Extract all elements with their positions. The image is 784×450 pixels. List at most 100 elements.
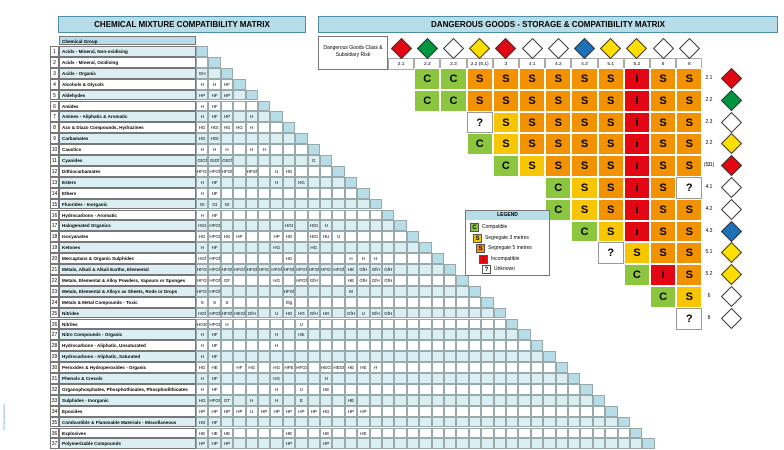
matrix-cell: [506, 394, 519, 406]
dg-cell: S: [519, 155, 546, 177]
dg-cell: S: [571, 89, 598, 112]
matrix-cell: H: [270, 329, 283, 341]
matrix-cell: GfH: [369, 264, 382, 275]
group-label: Hydrocarbons - Aliphatic, Unsaturated: [59, 340, 196, 352]
matrix-cell: [506, 318, 519, 330]
matrix-cell: [233, 296, 246, 308]
matrix-cell: [543, 362, 556, 373]
matrix-cell: [282, 122, 296, 134]
matrix-cell: [307, 285, 320, 297]
matrix-cell: [233, 209, 246, 221]
matrix-cell: [295, 351, 308, 363]
matrix-cell: [344, 383, 358, 395]
matrix-cell: [493, 351, 506, 363]
matrix-cell: [282, 187, 296, 199]
matrix-cell: [270, 253, 283, 264]
matrix-cell: [282, 383, 296, 395]
matrix-cell: [245, 329, 258, 341]
matrix-cell: [357, 198, 370, 210]
matrix-cell: HE: [220, 427, 234, 439]
matrix-cell: [406, 296, 420, 308]
matrix-cell: [233, 253, 246, 264]
matrix-cell: [394, 285, 407, 297]
matrix-cell: HFGf: [208, 274, 221, 286]
matrix-cell: [295, 253, 308, 264]
dg-cell: S: [545, 89, 572, 112]
matrix-cell: [543, 394, 556, 406]
matrix-cell: [332, 176, 345, 188]
dg-cell: C: [414, 68, 441, 90]
matrix-cell: [431, 296, 444, 308]
matrix-cell: [270, 187, 283, 199]
dg-cell: i: [623, 177, 650, 199]
matrix-cell: [444, 318, 457, 330]
matrix-cell: [332, 340, 345, 352]
matrix-cell: [518, 394, 531, 406]
group-label: Metals, Alkali & Alkali Earths, Elementa…: [59, 264, 196, 275]
dg-cell: S: [571, 68, 598, 90]
matrix-cell: [332, 427, 345, 439]
matrix-cell: HEGf: [233, 307, 246, 319]
matrix-cell: [245, 383, 258, 395]
matrix-cell: [220, 416, 234, 428]
matrix-cell: [444, 405, 457, 417]
dg-cell: S: [676, 198, 703, 221]
matrix-cell: [419, 264, 432, 275]
group-label: Aldehydes: [59, 89, 196, 101]
matrix-cell: H: [196, 100, 209, 112]
matrix-cell: [258, 318, 271, 330]
group-label: Fluorides - Inorganic: [59, 198, 196, 210]
matrix-cell: HE: [320, 383, 333, 395]
matrix-cell: [468, 351, 482, 363]
matrix-cell: HG: [320, 307, 333, 319]
matrix-cell: [493, 394, 506, 406]
matrix-cell: [419, 351, 432, 363]
dg-cell: S: [650, 220, 677, 243]
matrix-cell: [208, 56, 221, 68]
matrix-cell: [394, 416, 407, 428]
matrix-cell: [233, 329, 246, 341]
matrix-cell: [481, 438, 494, 450]
dg-class-header: Dangerous Goods Class & Subsidiary Risk: [318, 36, 388, 70]
group-number: 13: [50, 176, 59, 188]
matrix-cell: HG: [295, 176, 308, 188]
matrix-cell: [344, 340, 358, 352]
matrix-cell: [332, 274, 345, 286]
matrix-cell: [419, 438, 432, 450]
matrix-cell: HFGt: [208, 231, 221, 243]
matrix-cell: [245, 340, 258, 352]
red-flame-icon: [720, 155, 743, 177]
matrix-cell: HF: [208, 111, 221, 123]
matrix-cell: GfH: [382, 264, 395, 275]
matrix-cell: [258, 220, 271, 232]
matrix-cell: HP: [220, 405, 234, 417]
dg-cell: S: [676, 111, 703, 134]
dg-cell: S: [492, 133, 519, 156]
matrix-cell: [208, 67, 221, 79]
matrix-cell: [493, 362, 506, 373]
matrix-cell: HG: [270, 242, 283, 254]
matrix-cell: [493, 438, 506, 450]
matrix-cell: [369, 198, 382, 210]
matrix-cell: HP: [196, 89, 209, 101]
matrix-cell: [270, 198, 283, 210]
matrix-cell: [530, 383, 544, 395]
matrix-cell: HG: [196, 416, 209, 428]
matrix-cell: [295, 340, 308, 352]
matrix-cell: [270, 438, 283, 450]
legend-swatch: S: [473, 233, 482, 243]
group-label: Esters: [59, 176, 196, 188]
matrix-cell: HGt: [282, 220, 296, 232]
matrix-cell: [295, 242, 308, 254]
matrix-cell: [481, 329, 494, 341]
matrix-cell: [382, 416, 395, 428]
matrix-cell: [382, 296, 395, 308]
matrix-cell: [332, 383, 345, 395]
matrix-cell: HG: [270, 362, 283, 373]
matrix-cell: [307, 329, 320, 341]
matrix-cell: [220, 285, 234, 297]
matrix-cell: [580, 405, 593, 417]
matrix-cell: [530, 427, 544, 439]
matrix-cell: H: [270, 394, 283, 406]
matrix-cell: [245, 318, 258, 330]
